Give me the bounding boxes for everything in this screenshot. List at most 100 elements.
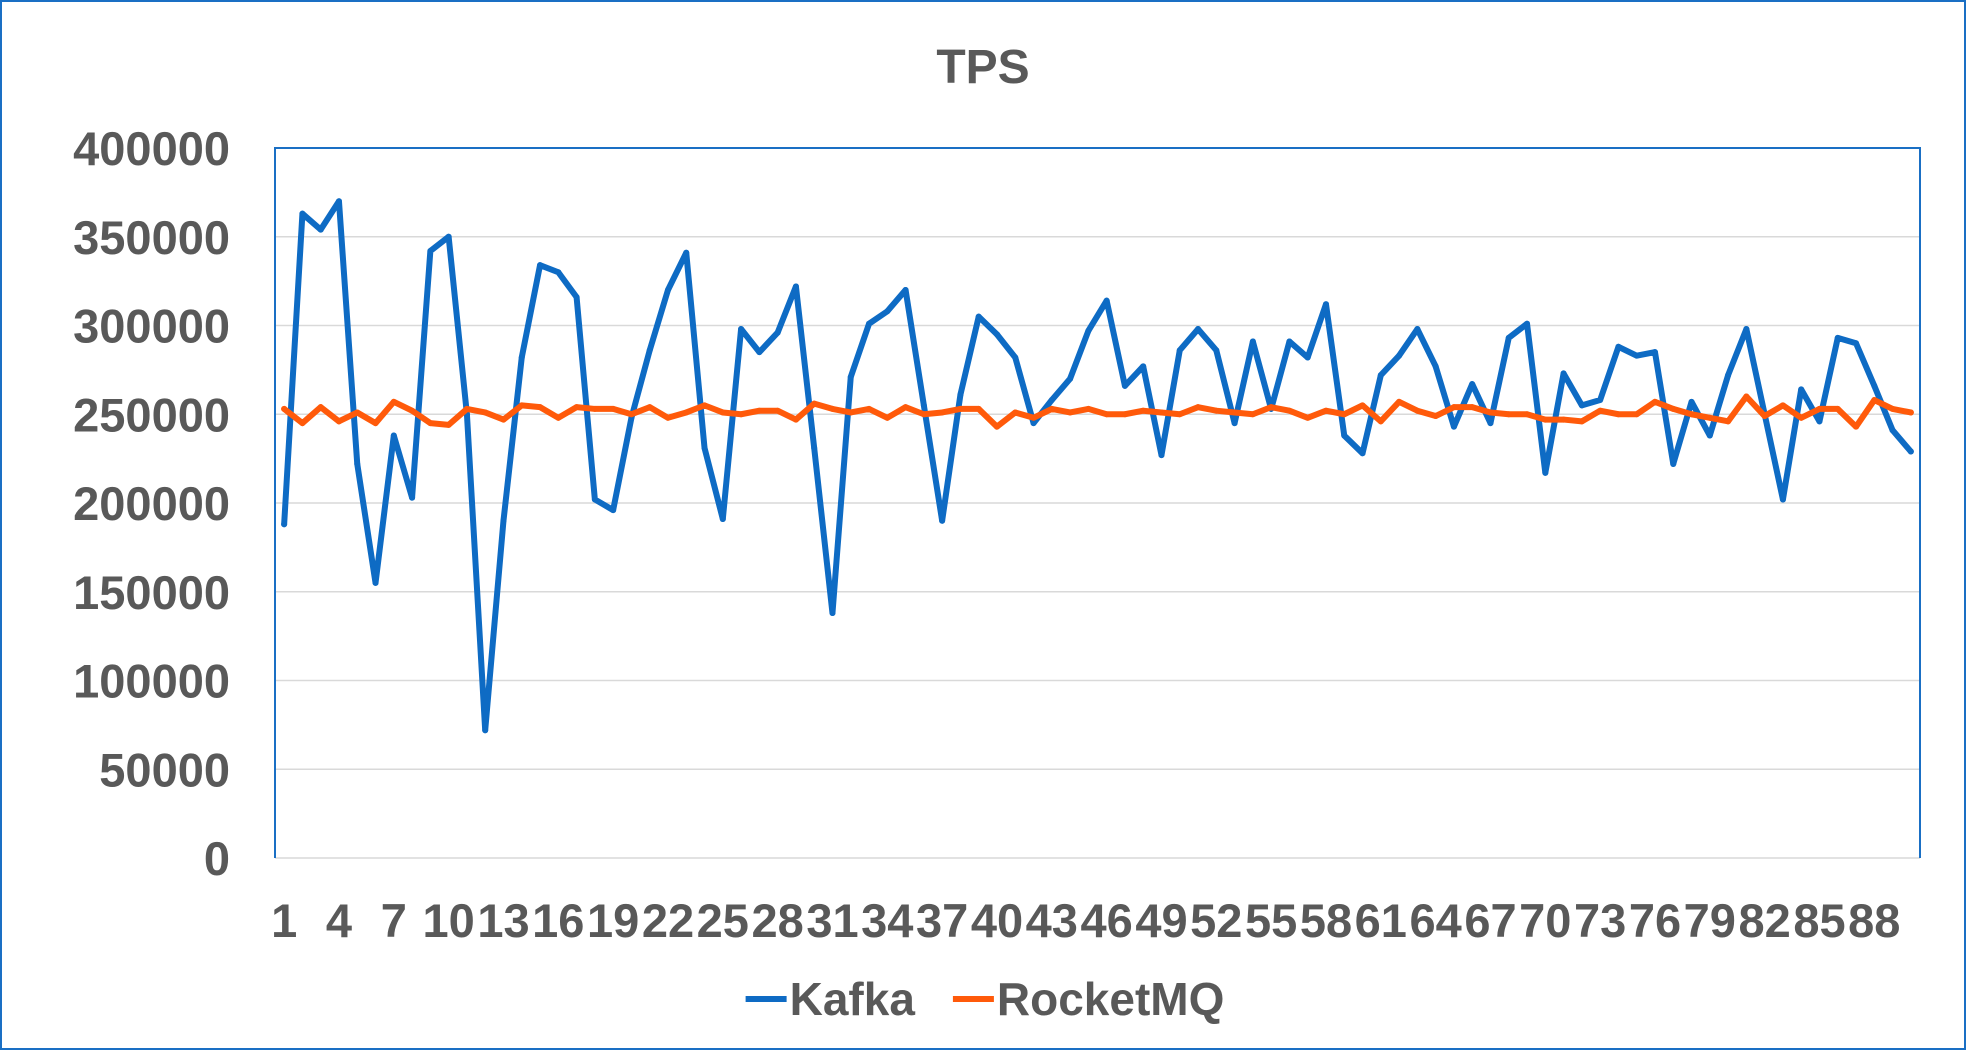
- data-point-kafka: [1651, 349, 1658, 356]
- data-point-kafka: [811, 444, 818, 451]
- x-tick-label: 4: [326, 894, 352, 947]
- data-point-rocketmq: [1560, 416, 1567, 423]
- data-point-kafka: [409, 494, 416, 501]
- data-point-rocketmq: [1158, 409, 1165, 416]
- y-tick-label: 150000: [73, 566, 230, 619]
- data-point-rocketmq: [1213, 407, 1220, 414]
- data-point-rocketmq: [555, 414, 562, 421]
- data-point-rocketmq: [1048, 405, 1055, 412]
- data-point-kafka: [500, 517, 507, 524]
- data-point-kafka: [1542, 469, 1549, 476]
- x-tick-label: 22: [642, 894, 694, 947]
- data-point-rocketmq: [920, 411, 927, 418]
- data-point-kafka: [1304, 354, 1311, 361]
- data-point-rocketmq: [1085, 405, 1092, 412]
- data-point-kafka: [902, 287, 909, 293]
- data-point-rocketmq: [792, 416, 799, 423]
- x-tick-label: 7: [381, 894, 407, 947]
- data-point-kafka: [1779, 496, 1786, 503]
- x-tick-label: 46: [1080, 894, 1132, 947]
- legend-label: RocketMQ: [997, 973, 1224, 1025]
- data-point-kafka: [317, 226, 324, 233]
- data-point-kafka: [1706, 432, 1713, 439]
- data-point-kafka: [847, 373, 854, 380]
- series-line-kafka: [281, 198, 1914, 734]
- y-axis-labels: 0 50000 100000 150000 200000 250000 300000 3500…: [73, 122, 230, 885]
- data-point-kafka: [1725, 372, 1732, 379]
- data-point-rocketmq: [1450, 404, 1457, 411]
- legend-label: Kafka: [790, 973, 916, 1025]
- data-point-rocketmq: [610, 405, 617, 412]
- data-point-kafka: [829, 610, 836, 617]
- data-point-rocketmq: [939, 409, 946, 416]
- y-tick-label: 300000: [73, 300, 230, 353]
- data-point-kafka: [1560, 370, 1567, 377]
- data-point-kafka: [1450, 423, 1457, 430]
- data-point-rocketmq: [1268, 404, 1275, 411]
- legend: Kafka RocketMQ: [745, 973, 1224, 1025]
- data-point-kafka: [756, 349, 763, 356]
- data-point-kafka: [537, 262, 544, 269]
- series-rocketmq: [281, 393, 1914, 430]
- data-point-rocketmq: [500, 416, 507, 423]
- data-point-rocketmq: [317, 404, 324, 411]
- data-point-rocketmq: [1103, 411, 1110, 418]
- data-point-kafka: [1176, 347, 1183, 354]
- data-point-kafka: [1432, 363, 1439, 370]
- data-point-kafka: [1030, 420, 1037, 427]
- data-point-kafka: [1414, 326, 1421, 333]
- data-point-kafka: [993, 331, 1000, 338]
- data-point-rocketmq: [1195, 404, 1202, 411]
- x-tick-label: 10: [422, 894, 474, 947]
- data-point-rocketmq: [1524, 411, 1531, 418]
- data-point-rocketmq: [993, 423, 1000, 430]
- x-tick-label: 64: [1409, 894, 1461, 947]
- series-kafka: [281, 198, 1914, 734]
- data-point-kafka: [482, 727, 489, 734]
- x-tick-label: 25: [697, 894, 749, 947]
- data-point-kafka: [1487, 420, 1494, 427]
- data-point-rocketmq: [299, 420, 306, 427]
- data-point-kafka: [1743, 326, 1750, 333]
- data-point-kafka: [920, 402, 927, 409]
- data-point-rocketmq: [1341, 411, 1348, 418]
- data-point-rocketmq: [1140, 407, 1147, 414]
- data-point-kafka: [354, 460, 361, 467]
- data-point-rocketmq: [1578, 418, 1585, 425]
- x-tick-label: 52: [1190, 894, 1242, 947]
- data-point-kafka: [1871, 382, 1878, 389]
- data-point-kafka: [1085, 327, 1092, 334]
- data-point-kafka: [1048, 397, 1055, 404]
- data-point-kafka: [591, 496, 598, 503]
- data-point-kafka: [1067, 375, 1074, 382]
- data-point-rocketmq: [1414, 407, 1421, 414]
- x-tick-label: 76: [1629, 894, 1681, 947]
- data-point-rocketmq: [281, 405, 288, 412]
- data-point-rocketmq: [1359, 402, 1366, 409]
- data-point-rocketmq: [719, 409, 726, 416]
- data-point-kafka: [1816, 418, 1823, 425]
- data-point-kafka: [427, 247, 434, 254]
- data-point-rocketmq: [1304, 414, 1311, 421]
- data-point-rocketmq: [1286, 407, 1293, 414]
- data-point-kafka: [1578, 402, 1585, 409]
- x-tick-label: 85: [1793, 894, 1845, 947]
- data-point-kafka: [1505, 334, 1512, 341]
- data-point-rocketmq: [1377, 418, 1384, 425]
- data-point-kafka: [774, 329, 781, 336]
- series-group: [281, 198, 1914, 734]
- y-tick-label: 250000: [73, 388, 230, 441]
- data-point-kafka: [701, 444, 708, 451]
- data-point-rocketmq: [537, 404, 544, 411]
- data-point-kafka: [738, 326, 745, 333]
- data-point-rocketmq: [518, 402, 525, 409]
- data-point-rocketmq: [975, 405, 982, 412]
- data-point-kafka: [1396, 352, 1403, 359]
- x-tick-label: 79: [1684, 894, 1736, 947]
- legend-item-rocketmq: RocketMQ: [952, 973, 1224, 1025]
- data-point-rocketmq: [335, 418, 342, 425]
- series-line-rocketmq: [281, 393, 1914, 430]
- data-point-rocketmq: [1432, 413, 1439, 420]
- x-tick-label: 19: [587, 894, 639, 947]
